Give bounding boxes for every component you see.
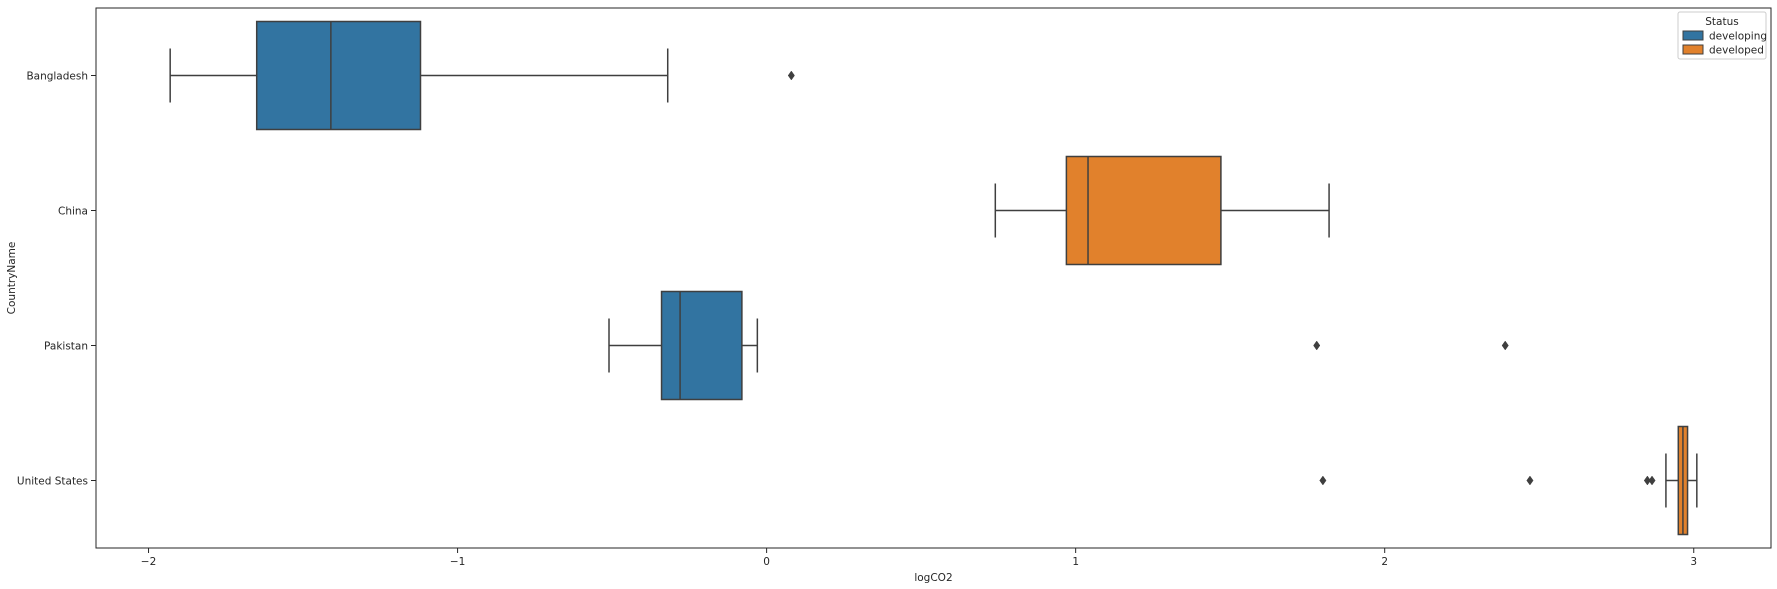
x-tick-label: 0 xyxy=(763,556,770,568)
outlier-point xyxy=(1648,475,1656,486)
y-tick-label: China xyxy=(58,206,88,218)
box-group-china xyxy=(994,155,1330,266)
legend-title: Status xyxy=(1705,16,1738,28)
box-iqr xyxy=(255,20,422,131)
legend-swatch xyxy=(1682,44,1704,55)
x-tick-label: 2 xyxy=(1381,556,1388,568)
legend-label: developing xyxy=(1709,31,1767,43)
box-group-bangladesh xyxy=(169,20,795,131)
outlier-point xyxy=(1643,475,1651,486)
y-tick-label: Bangladesh xyxy=(26,71,88,83)
outlier-point xyxy=(1526,475,1534,486)
box-group-united-states xyxy=(1319,425,1698,536)
outlier-point xyxy=(787,70,795,81)
outlier-point xyxy=(1319,475,1327,486)
x-tick-label: 1 xyxy=(1072,556,1079,568)
legend: Status developing developed xyxy=(1677,11,1767,60)
x-tick-label: −1 xyxy=(450,556,465,568)
y-axis-ticks: Bangladesh China Pakistan United States xyxy=(17,71,96,488)
box-iqr xyxy=(1065,155,1222,266)
outlier-point xyxy=(1313,340,1321,351)
x-axis-ticks: −2 −1 0 1 2 3 xyxy=(141,548,1697,568)
x-tick-label: −2 xyxy=(141,556,156,568)
box-iqr xyxy=(660,290,743,401)
legend-swatch xyxy=(1682,30,1704,41)
legend-entries: developing developed xyxy=(1682,30,1767,57)
legend-label: developed xyxy=(1709,45,1764,57)
x-axis-title: logCO2 xyxy=(914,572,952,584)
x-tick-label: 3 xyxy=(1690,556,1697,568)
y-tick-label: United States xyxy=(17,476,88,488)
boxes-layer xyxy=(169,20,1698,536)
y-axis-title: CountryName xyxy=(6,242,18,315)
plot-frame xyxy=(95,7,1772,549)
y-tick-label: Pakistan xyxy=(44,341,88,353)
outlier-point xyxy=(1501,340,1509,351)
box-group-pakistan xyxy=(608,290,1509,401)
